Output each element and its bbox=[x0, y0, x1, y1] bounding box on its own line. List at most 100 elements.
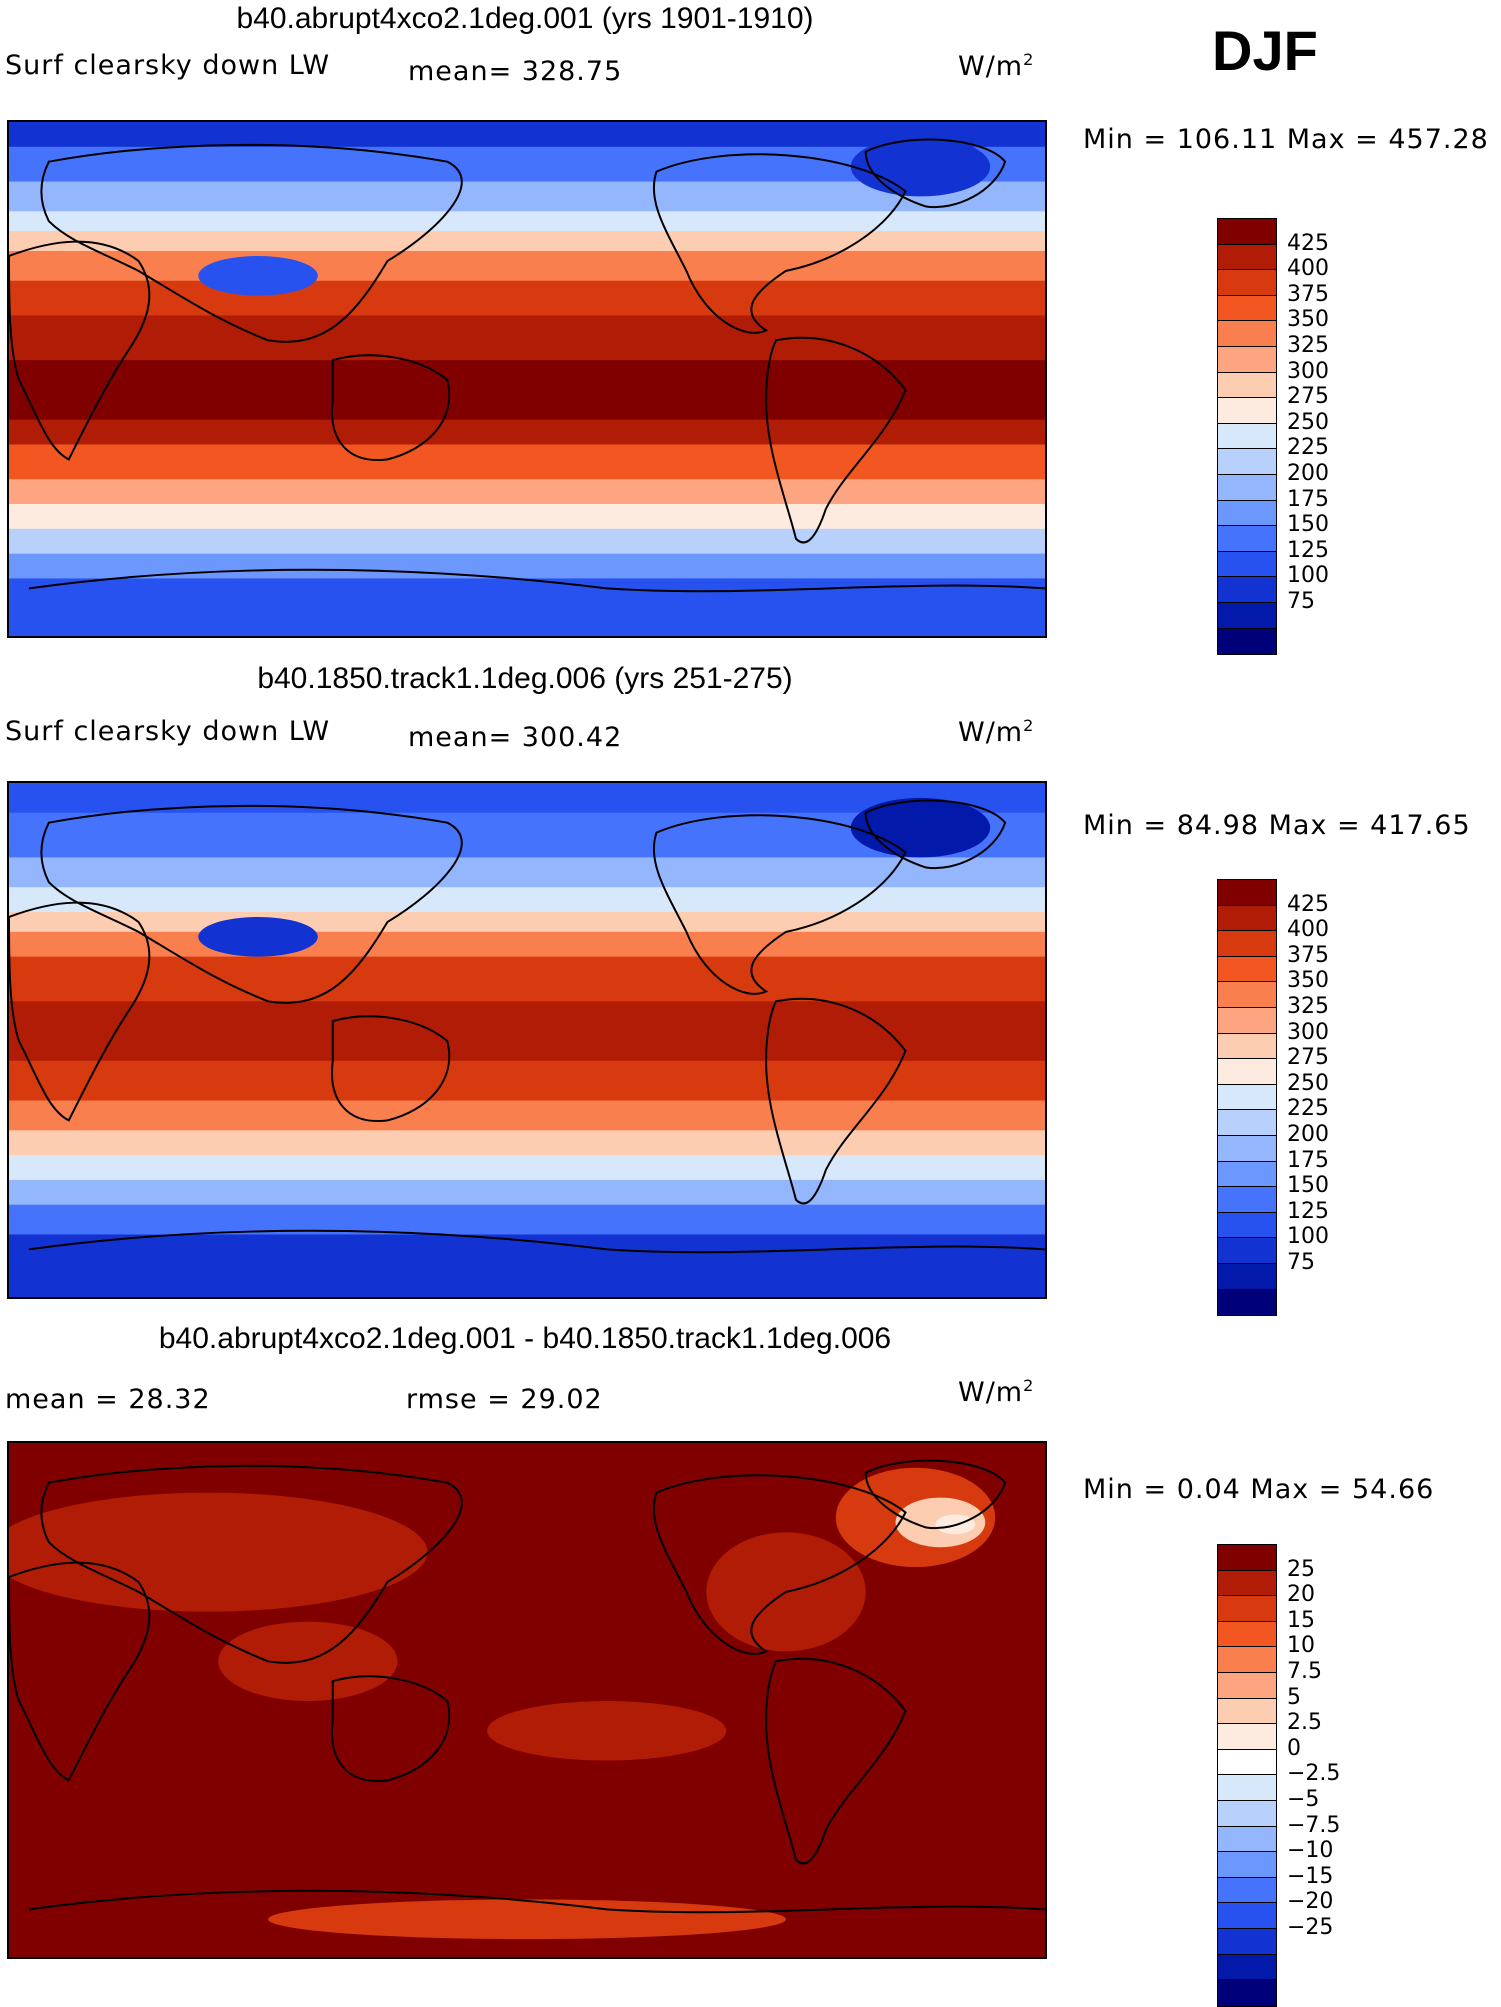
colorbar-tick-label: 100 bbox=[1287, 563, 1329, 589]
colorbar-tick-label: 75 bbox=[1287, 1250, 1315, 1275]
colorbar-swatch bbox=[1218, 526, 1276, 552]
colorbar-swatch bbox=[1218, 982, 1276, 1008]
panel1-variable-label: Surf clearsky down LW bbox=[5, 50, 331, 81]
colorbar-swatch bbox=[1218, 500, 1276, 527]
colorbar-swatch bbox=[1218, 1903, 1276, 1929]
colorbar-tick-label: −2.5 bbox=[1287, 1761, 1341, 1787]
colorbar-tick-label: 175 bbox=[1287, 486, 1329, 512]
panel1-title: b40.abrupt4xco2.1deg.001 (yrs 1901-1910) bbox=[236, 2, 814, 35]
colorbar-swatch bbox=[1218, 1135, 1276, 1162]
colorbar-swatch bbox=[1218, 1749, 1276, 1776]
panel1-colorbar bbox=[1217, 218, 1277, 656]
colorbar-swatch bbox=[1218, 1826, 1276, 1853]
colorbar-tick-label: 350 bbox=[1287, 968, 1329, 994]
colorbar-swatch bbox=[1218, 1954, 1276, 1981]
colorbar-swatch bbox=[1218, 1238, 1276, 1264]
colorbar-swatch bbox=[1218, 423, 1276, 450]
colorbar-tick-label: 300 bbox=[1287, 358, 1329, 384]
colorbar-swatch bbox=[1218, 219, 1276, 245]
colorbar-swatch bbox=[1218, 1980, 1276, 2006]
colorbar-tick-label: 150 bbox=[1287, 1173, 1329, 1199]
colorbar-swatch bbox=[1218, 577, 1276, 603]
colorbar-swatch bbox=[1218, 1161, 1276, 1188]
colorbar-tick-label: 175 bbox=[1287, 1147, 1329, 1173]
colorbar-tick-label: 200 bbox=[1287, 1122, 1329, 1147]
colorbar-swatch bbox=[1218, 905, 1276, 932]
colorbar-tick-label: −5 bbox=[1287, 1787, 1320, 1812]
panel2-variable-label: Surf clearsky down LW bbox=[5, 716, 331, 747]
colorbar-tick-label: 425 bbox=[1287, 891, 1329, 917]
colorbar-swatch bbox=[1218, 474, 1276, 501]
panel1-map bbox=[7, 120, 1047, 638]
colorbar-swatch bbox=[1218, 1545, 1276, 1571]
colorbar-swatch bbox=[1218, 1110, 1276, 1136]
colorbar-swatch bbox=[1218, 270, 1276, 296]
colorbar-tick-label: 325 bbox=[1287, 994, 1329, 1019]
colorbar-tick-label: −20 bbox=[1287, 1889, 1334, 1915]
colorbar-tick-label: −7.5 bbox=[1287, 1812, 1341, 1838]
colorbar-tick-label: 250 bbox=[1287, 409, 1329, 435]
colorbar-tick-label: −10 bbox=[1287, 1838, 1334, 1864]
panel3-colorbar bbox=[1217, 1544, 1277, 2007]
colorbar-swatch bbox=[1218, 1647, 1276, 1673]
colorbar-swatch bbox=[1218, 1187, 1276, 1213]
colorbar-swatch bbox=[1218, 1852, 1276, 1878]
panel3-minmax: Min = 0.04 Max = 54.66 bbox=[1083, 1474, 1435, 1505]
colorbar-tick-label: −25 bbox=[1287, 1915, 1334, 1940]
colorbar-tick-label: 25 bbox=[1287, 1556, 1315, 1582]
colorbar-swatch bbox=[1218, 1007, 1276, 1034]
panel3-title: b40.abrupt4xco2.1deg.001 - b40.1850.trac… bbox=[158, 1322, 892, 1355]
colorbar-swatch bbox=[1218, 1775, 1276, 1801]
panel3-rmse: rmse = 29.02 bbox=[406, 1384, 603, 1415]
colorbar-swatch bbox=[1218, 398, 1276, 424]
colorbar-swatch bbox=[1218, 1724, 1276, 1750]
colorbar-tick-label: 15 bbox=[1287, 1607, 1315, 1633]
colorbar-swatch bbox=[1218, 1570, 1276, 1597]
colorbar-swatch bbox=[1218, 880, 1276, 906]
colorbar-swatch bbox=[1218, 602, 1276, 629]
colorbar-tick-label: −15 bbox=[1287, 1863, 1334, 1889]
colorbar-tick-label: 150 bbox=[1287, 512, 1329, 538]
colorbar-swatch bbox=[1218, 372, 1276, 399]
colorbar-swatch bbox=[1218, 244, 1276, 271]
colorbar-swatch bbox=[1218, 1084, 1276, 1111]
colorbar-swatch bbox=[1218, 1698, 1276, 1725]
colorbar-swatch bbox=[1218, 449, 1276, 475]
colorbar-tick-label: 400 bbox=[1287, 917, 1329, 943]
panel2-colorbar bbox=[1217, 879, 1277, 1317]
colorbar-swatch bbox=[1218, 1877, 1276, 1904]
panel2-map bbox=[7, 781, 1047, 1299]
colorbar-tick-label: 225 bbox=[1287, 1096, 1329, 1122]
colorbar-swatch bbox=[1218, 321, 1276, 347]
colorbar-swatch bbox=[1218, 1800, 1276, 1827]
colorbar-tick-label: 5 bbox=[1287, 1684, 1301, 1710]
colorbar-tick-label: 200 bbox=[1287, 461, 1329, 486]
colorbar-swatch bbox=[1218, 628, 1276, 655]
colorbar-tick-label: 325 bbox=[1287, 333, 1329, 358]
colorbar-swatch bbox=[1218, 1928, 1276, 1955]
colorbar-swatch bbox=[1218, 551, 1276, 578]
colorbar-swatch bbox=[1218, 1263, 1276, 1290]
colorbar-tick-label: 250 bbox=[1287, 1070, 1329, 1096]
panel1-mean: mean= 328.75 bbox=[408, 56, 623, 87]
colorbar-swatch bbox=[1218, 931, 1276, 957]
colorbar-swatch bbox=[1218, 346, 1276, 373]
colorbar-tick-label: 375 bbox=[1287, 942, 1329, 968]
colorbar-swatch bbox=[1218, 1212, 1276, 1239]
colorbar-tick-label: 75 bbox=[1287, 589, 1315, 614]
colorbar-swatch bbox=[1218, 1289, 1276, 1316]
colorbar-tick-label: 125 bbox=[1287, 1198, 1329, 1224]
panel1-units: W/m2 bbox=[958, 50, 1035, 82]
colorbar-tick-label: 20 bbox=[1287, 1582, 1315, 1608]
colorbar-swatch bbox=[1218, 295, 1276, 322]
colorbar-swatch bbox=[1218, 1596, 1276, 1622]
colorbar-tick-label: 275 bbox=[1287, 384, 1329, 410]
colorbar-tick-label: 425 bbox=[1287, 230, 1329, 256]
colorbar-tick-label: 225 bbox=[1287, 435, 1329, 461]
panel3-units: W/m2 bbox=[958, 1376, 1035, 1408]
panel1-minmax: Min = 106.11 Max = 457.28 bbox=[1083, 124, 1489, 155]
colorbar-swatch bbox=[1218, 1621, 1276, 1648]
colorbar-swatch bbox=[1218, 956, 1276, 983]
colorbar-tick-label: 2.5 bbox=[1287, 1710, 1322, 1736]
colorbar-swatch bbox=[1218, 1672, 1276, 1699]
